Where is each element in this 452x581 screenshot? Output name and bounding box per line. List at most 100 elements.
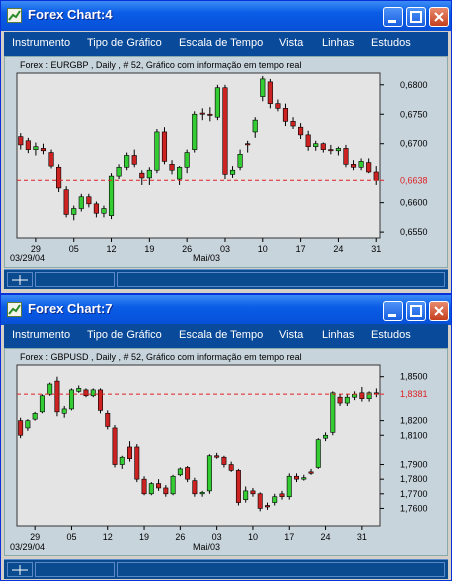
x-tick-label: 19: [139, 532, 149, 542]
candle-body: [237, 154, 243, 168]
close-button[interactable]: [429, 7, 449, 27]
chart-window-1: Forex Chart:4 Instrumento Tipo de Gráfic…: [0, 0, 452, 294]
menu-vista[interactable]: Vista: [279, 37, 304, 49]
candle-body: [148, 483, 154, 495]
candle-body: [32, 413, 38, 420]
title-bar[interactable]: Forex Chart:4: [1, 1, 451, 31]
candle-body: [177, 468, 183, 476]
month-label: Mai/03: [193, 253, 220, 263]
y-tick-label: 1,7900: [400, 460, 428, 470]
maximize-button[interactable]: [406, 301, 426, 321]
candle-body: [139, 172, 145, 179]
candle-body: [98, 389, 103, 411]
menu-escala-de-tempo[interactable]: Escala de Tempo: [179, 37, 264, 49]
candle-body: [156, 483, 162, 489]
menu-estudos[interactable]: Estudos: [371, 329, 411, 341]
candle-body: [286, 475, 292, 498]
x-tick-label: 19: [144, 244, 154, 254]
minimize-button[interactable]: [383, 301, 403, 321]
chart-window-2: Forex Chart:7 Instrumento Tipo de Gráfic…: [0, 294, 452, 581]
menu-linhas[interactable]: Linhas: [322, 37, 355, 49]
menu-linhas[interactable]: Linhas: [322, 329, 355, 341]
status-bar: [4, 269, 448, 289]
candlestick-chart[interactable]: 0,6800 0,6750 0,6700 0,6600 0,6550 0,6638 29…: [5, 57, 447, 267]
x-tick-label: 05: [69, 244, 79, 254]
chart-subtitle: Forex : EURGBP , Daily , # 52, Gráfico c…: [20, 60, 302, 70]
candle-body: [207, 113, 213, 116]
x-tick-label: 17: [296, 244, 306, 254]
candle-body: [146, 169, 152, 179]
candlestick-chart[interactable]: 1,8500 1,8200 1,8100 1,7900 1,7800 1,7700 1,76…: [5, 349, 447, 555]
candle-body: [33, 146, 39, 150]
menu-tipo-de-grafico[interactable]: Tipo de Gráfico: [87, 329, 162, 341]
maximize-button[interactable]: [406, 7, 426, 27]
candle-body: [250, 490, 256, 495]
candle-body: [161, 131, 168, 162]
candle-body: [343, 148, 349, 165]
plot-area: [16, 72, 381, 239]
candle-body: [93, 203, 99, 214]
candle-body: [229, 169, 236, 175]
window-title: Forex Chart:4: [28, 7, 113, 22]
x-tick-label: 12: [103, 532, 113, 542]
x-tick-label: 05: [66, 532, 76, 542]
candle-body: [56, 166, 62, 189]
current-price-label: 1,8381: [400, 389, 428, 399]
menu-estudos[interactable]: Estudos: [371, 37, 411, 49]
y-tick-label: 1,8500: [400, 372, 428, 382]
menu-escala-de-tempo[interactable]: Escala de Tempo: [179, 329, 264, 341]
chart-subtitle: Forex : GBPUSD , Daily , # 52, Gráfico c…: [20, 352, 302, 362]
candle-body: [25, 420, 31, 429]
candle-body: [214, 87, 220, 118]
candle-body: [101, 208, 107, 214]
candle-body: [116, 166, 122, 177]
candle-body: [373, 171, 379, 181]
menu-tipo-de-grafico[interactable]: Tipo de Gráfico: [87, 37, 162, 49]
month-label: Mai/03: [193, 542, 220, 552]
y-tick-label: 0,6550: [400, 227, 428, 237]
date-label: 03/29/04: [10, 253, 45, 263]
candle-body: [170, 475, 176, 495]
menu-instrumento[interactable]: Instrumento: [12, 37, 71, 49]
chart-app-icon: [7, 302, 22, 317]
menu-bar: Instrumento Tipo de Gráfico Escala de Te…: [4, 32, 448, 56]
candle-body: [39, 395, 45, 413]
candle-body: [243, 490, 249, 500]
y-tick-label: 1,7700: [400, 489, 428, 499]
status-cell: [117, 272, 445, 287]
crosshair-tool[interactable]: [7, 272, 33, 287]
candle-body: [76, 388, 82, 392]
title-bar[interactable]: Forex Chart:7: [1, 295, 451, 325]
candle-body: [358, 161, 364, 168]
chart-app-icon: [7, 8, 22, 23]
candle-body: [18, 420, 24, 436]
minimize-button[interactable]: [383, 7, 403, 27]
current-price-label: 0,6638: [400, 175, 428, 185]
candle-body: [124, 155, 130, 168]
close-button[interactable]: [429, 301, 449, 321]
candle-body: [221, 456, 227, 465]
crosshair-tool[interactable]: [7, 562, 33, 577]
candle-body: [83, 389, 89, 397]
x-tick-label: 24: [321, 532, 331, 542]
candle-body: [163, 487, 169, 495]
candle-body: [78, 196, 84, 209]
candle-body: [40, 148, 47, 152]
menu-vista[interactable]: Vista: [279, 329, 304, 341]
candle-body: [320, 143, 326, 150]
candle-body: [272, 496, 278, 503]
window-title: Forex Chart:7: [28, 301, 113, 316]
candle-body: [199, 112, 205, 115]
x-tick-label: 03: [220, 244, 230, 254]
y-tick-label: 1,8200: [400, 416, 428, 426]
menu-bar: Instrumento Tipo de Gráfico Escala de Te…: [4, 324, 448, 348]
candle-body: [25, 140, 31, 150]
y-tick-label: 0,6800: [400, 80, 428, 90]
candle-body: [18, 136, 24, 146]
x-tick-label: 26: [182, 244, 192, 254]
menu-instrumento[interactable]: Instrumento: [12, 329, 71, 341]
status-bar: [4, 559, 448, 579]
candle-body: [366, 162, 372, 173]
candle-body: [134, 446, 140, 480]
x-tick-label: 29: [30, 532, 40, 542]
